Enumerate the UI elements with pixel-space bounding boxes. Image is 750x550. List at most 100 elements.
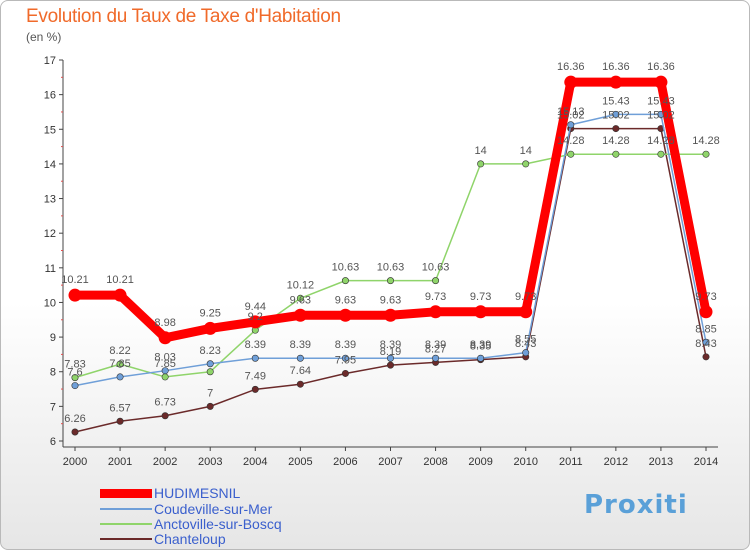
data-point-0 [609,75,623,89]
data-label: 8.39 [380,339,401,351]
data-point-2 [116,360,124,368]
data-label: 7.6 [67,367,82,379]
data-point-2 [341,277,349,285]
data-label: 7.49 [245,370,266,382]
x-tick-label: 2012 [604,456,628,468]
data-point-0 [113,288,127,302]
x-tick-label: 2005 [288,456,312,468]
x-tick-label: 2013 [649,456,673,468]
x-tick-label: 2001 [108,456,132,468]
y-tick-label: 9 [50,332,56,344]
data-label: 15.02 [647,110,675,122]
x-tick-label: 2014 [694,456,718,468]
proxiti-logo: Proxiti [584,490,688,520]
data-label: 15.02 [602,110,630,122]
data-point-1 [477,354,485,362]
legend-label: Coudeville-sur-Mer [154,501,273,517]
y-tick-label: 10 [44,297,56,309]
data-label: 8.55 [515,334,536,346]
data-point-0 [564,75,578,89]
data-point-3 [386,361,394,369]
data-point-0 [474,305,488,319]
data-point-2 [71,374,79,382]
data-point-3 [116,417,124,425]
y-tick-label: 17 [44,55,56,67]
data-point-1 [71,382,79,390]
x-tick-label: 2000 [63,456,87,468]
x-tick-label: 2008 [423,456,447,468]
logo-text: Proxiti [584,490,688,520]
legend-label: HUDIMESNIL [154,485,241,501]
data-label: 15.02 [557,110,585,122]
data-label: 6.57 [109,402,130,414]
data-point-0 [338,308,352,322]
data-point-3 [296,380,304,388]
data-point-1 [251,354,259,362]
data-label: 14.28 [557,135,585,147]
data-label: 8.03 [154,352,175,364]
data-point-3 [251,385,259,393]
data-label: 10.21 [106,274,134,286]
data-label: 8.39 [290,339,311,351]
legend-item-1: Coudeville-sur-Mer [100,502,272,516]
y-tick-label: 11 [45,263,56,275]
data-label: 7.64 [290,365,311,377]
x-tick-label: 2010 [513,456,537,468]
data-label: 14 [520,145,532,157]
legend-label: Chanteloup [154,531,226,547]
chart-unit-label: (en %) [26,30,62,44]
data-point-2 [206,368,214,376]
data-point-0 [654,75,668,89]
data-point-3 [206,402,214,410]
data-label: 7.95 [335,354,356,366]
data-point-1 [612,110,620,118]
data-label: 15.43 [647,95,675,107]
data-label: 10.63 [422,262,450,274]
data-point-0 [68,288,82,302]
data-label: 7.85 [109,358,130,370]
data-label: 8.23 [200,345,221,357]
data-label: 15.43 [602,95,630,107]
data-point-1 [161,367,169,375]
data-label: 8.27 [425,343,446,355]
data-label: 14 [475,145,487,157]
data-point-1 [702,338,710,346]
x-tick-label: 2006 [333,456,357,468]
chart-series [68,75,713,436]
data-label: 14.28 [692,135,720,147]
data-label: 9.63 [335,294,356,306]
data-point-2 [296,294,304,302]
data-label: 15.13 [557,106,585,118]
y-tick-label: 16 [44,90,56,102]
legend-swatch [100,538,152,540]
data-label: 6.73 [154,397,175,409]
data-point-0 [519,305,533,319]
data-label: 9.63 [380,294,401,306]
data-point-2 [386,277,394,285]
data-point-1 [567,121,575,129]
data-point-3 [341,369,349,377]
legend-item-2: Anctoville-sur-Boscq [100,517,282,531]
data-point-2 [702,150,710,158]
data-label: 16.36 [557,61,585,73]
data-point-3 [161,412,169,420]
data-point-2 [567,150,575,158]
data-label: 8.98 [154,317,175,329]
legend-swatch [100,523,152,525]
y-tick-label: 12 [44,228,56,240]
data-point-1 [386,354,394,362]
data-point-2 [432,277,440,285]
data-point-0 [429,305,443,319]
data-label: 9.73 [695,291,716,303]
legend-swatch [100,508,152,510]
data-point-2 [612,150,620,158]
data-point-3 [71,428,79,436]
data-label: 8.39 [470,339,491,351]
data-label: 7.85 [154,358,175,370]
x-tick-label: 2007 [378,456,402,468]
chart-title: Evolution du Taux de Taxe d'Habitation [26,6,341,27]
data-label: 10.12 [287,279,315,291]
data-label: 8.85 [695,323,716,335]
data-label: 8.43 [515,338,536,350]
